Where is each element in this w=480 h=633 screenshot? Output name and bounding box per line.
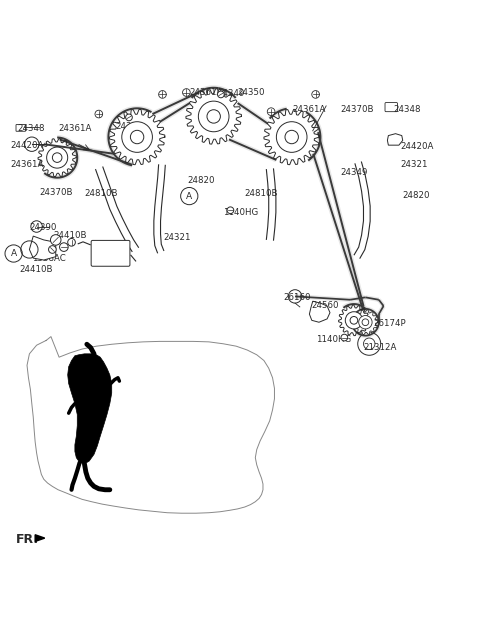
Text: 24361A: 24361A (10, 160, 44, 169)
Circle shape (131, 130, 144, 144)
Circle shape (68, 239, 75, 246)
Circle shape (126, 114, 132, 121)
Text: 24350: 24350 (238, 88, 265, 97)
Circle shape (341, 334, 348, 341)
Polygon shape (353, 310, 378, 335)
Text: 24321: 24321 (163, 233, 191, 242)
Polygon shape (35, 535, 45, 541)
Polygon shape (387, 134, 403, 145)
Text: 24321: 24321 (400, 160, 428, 169)
Text: 1338AC: 1338AC (32, 254, 66, 263)
Text: 24420A: 24420A (10, 141, 44, 149)
Circle shape (217, 91, 224, 97)
Circle shape (345, 311, 362, 329)
Circle shape (312, 91, 320, 98)
Text: 24370B: 24370B (340, 105, 374, 114)
Text: 24390: 24390 (29, 223, 57, 232)
FancyBboxPatch shape (91, 241, 130, 266)
Circle shape (285, 130, 299, 144)
FancyBboxPatch shape (385, 103, 397, 111)
Polygon shape (29, 236, 56, 260)
Polygon shape (338, 305, 369, 335)
Circle shape (198, 101, 229, 132)
Text: 24350: 24350 (116, 122, 143, 130)
Circle shape (50, 235, 61, 245)
Circle shape (359, 315, 372, 329)
Text: 26174P: 26174P (373, 318, 406, 328)
Text: 24420A: 24420A (400, 142, 434, 151)
FancyBboxPatch shape (16, 125, 25, 131)
Circle shape (95, 110, 103, 118)
Circle shape (48, 246, 56, 253)
Text: 26160: 26160 (283, 293, 311, 302)
Text: 24361A: 24361A (190, 88, 223, 97)
Polygon shape (264, 110, 320, 165)
Text: 24370B: 24370B (39, 187, 72, 197)
Circle shape (227, 207, 234, 213)
Circle shape (362, 319, 369, 325)
Circle shape (52, 153, 62, 163)
Text: 21312A: 21312A (363, 343, 397, 352)
Circle shape (122, 122, 153, 153)
Text: 1140HG: 1140HG (223, 208, 259, 216)
Text: 24348: 24348 (393, 105, 420, 114)
Text: 24410B: 24410B (53, 230, 87, 240)
Circle shape (267, 108, 275, 115)
Polygon shape (109, 110, 165, 165)
Circle shape (350, 316, 358, 324)
Text: 24810B: 24810B (84, 189, 118, 197)
Text: A: A (186, 192, 192, 201)
Circle shape (182, 89, 190, 96)
Polygon shape (38, 139, 76, 177)
Text: 24349: 24349 (217, 89, 244, 99)
Text: 24361A: 24361A (293, 105, 326, 114)
Text: 24010A: 24010A (96, 248, 130, 256)
Text: A: A (11, 249, 17, 258)
Text: 24820: 24820 (403, 191, 430, 201)
Polygon shape (310, 301, 330, 322)
Circle shape (60, 243, 68, 251)
Circle shape (47, 147, 68, 168)
Text: 24348: 24348 (17, 124, 45, 133)
Text: FR.: FR. (16, 533, 39, 546)
Text: 24349: 24349 (340, 168, 368, 177)
Text: 1140HG: 1140HG (316, 335, 351, 344)
Circle shape (276, 122, 307, 153)
Circle shape (207, 110, 220, 123)
Text: 24820: 24820 (187, 175, 215, 185)
Text: 24560: 24560 (312, 301, 339, 310)
Text: 24810B: 24810B (245, 189, 278, 197)
Circle shape (158, 91, 166, 98)
Text: 24361A: 24361A (58, 124, 92, 133)
Text: 24410B: 24410B (20, 265, 53, 274)
Polygon shape (186, 89, 241, 144)
Polygon shape (68, 354, 112, 464)
